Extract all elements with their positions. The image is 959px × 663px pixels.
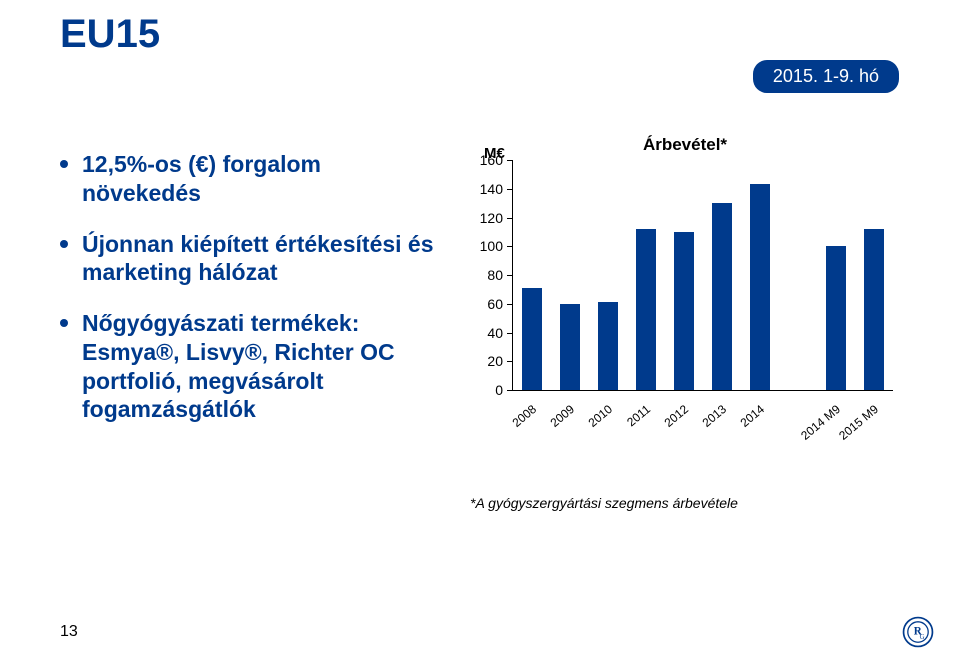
bullet-list: 12,5%-os (€) forgalom növekedés Újonnan … (60, 150, 440, 446)
chart-bar (560, 304, 581, 390)
slide: EU15 2015. 1-9. hó 12,5%-os (€) forgalom… (0, 0, 959, 663)
x-tick-label: 2014 M9 (798, 402, 843, 443)
revenue-chart: Árbevétel* M€ 02040608010012014016020082… (470, 145, 900, 445)
company-logo-icon: R G (901, 615, 935, 649)
x-tick-label: 2015 M9 (836, 402, 881, 443)
page-number: 13 (60, 623, 78, 641)
chart-bar (750, 184, 771, 390)
page-title: EU15 (60, 12, 160, 57)
x-tick-label: 2009 (548, 402, 577, 430)
chart-bar (864, 229, 885, 390)
y-tick-label: 120 (480, 210, 513, 226)
y-tick-label: 60 (487, 296, 513, 312)
bullet-text: 12,5%-os (€) forgalom növekedés (82, 150, 440, 208)
y-tick-label: 160 (480, 152, 513, 168)
y-tick-label: 80 (487, 267, 513, 283)
x-tick-label: 2008 (510, 402, 539, 430)
chart-bar (598, 302, 619, 390)
x-tick-label: 2011 (624, 402, 653, 429)
list-item: Nőgyógyászati termékek: Esmya®, Lisvy®, … (60, 309, 440, 424)
chart-title: Árbevétel* (643, 135, 727, 155)
y-tick-label: 20 (487, 353, 513, 369)
list-item: 12,5%-os (€) forgalom növekedés (60, 150, 440, 208)
chart-bar (674, 232, 695, 390)
y-tick-label: 40 (487, 325, 513, 341)
x-tick-label: 2013 (700, 402, 729, 430)
bullet-text: Nőgyógyászati termékek: Esmya®, Lisvy®, … (82, 309, 440, 424)
chart-bar (712, 203, 733, 390)
chart-plot-area: 0204060801001201401602008200920102011201… (512, 160, 893, 391)
list-item: Újonnan kiépített értékesítési és market… (60, 230, 440, 288)
x-tick-label: 2014 (738, 402, 767, 430)
y-tick-label: 140 (480, 181, 513, 197)
chart-bar (636, 229, 657, 390)
x-tick-label: 2010 (586, 402, 615, 430)
y-tick-label: 100 (480, 238, 513, 254)
chart-bar (826, 246, 847, 390)
bullet-icon (60, 160, 68, 168)
bullet-text: Újonnan kiépített értékesítési és market… (82, 230, 440, 288)
chart-bar (522, 288, 543, 390)
bullet-icon (60, 240, 68, 248)
svg-text:G: G (920, 634, 925, 641)
y-tick-label: 0 (495, 382, 513, 398)
chart-footnote: *A gyógyszergyártási szegmens árbevétele (470, 495, 738, 511)
x-tick-label: 2012 (662, 402, 691, 430)
bullet-icon (60, 319, 68, 327)
period-badge: 2015. 1-9. hó (753, 60, 899, 93)
